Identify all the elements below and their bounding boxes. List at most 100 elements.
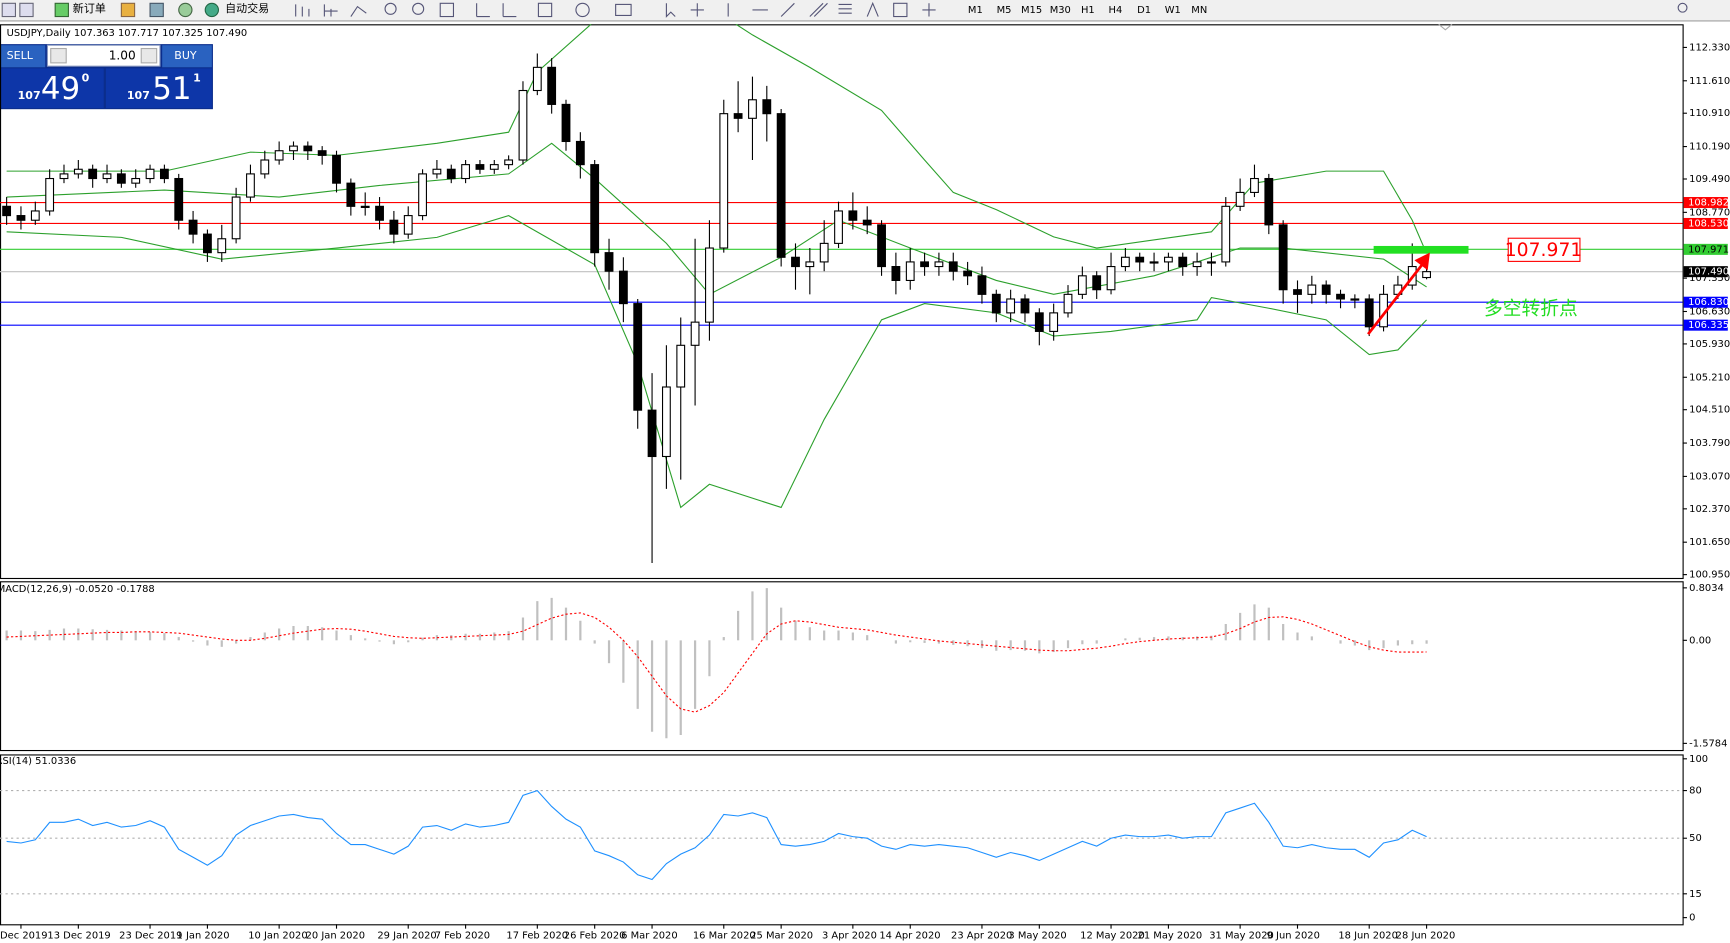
candle-body [905, 261, 915, 282]
icon[interactable] [439, 2, 455, 18]
x-tick-label: Dec 2019 [0, 930, 48, 941]
bid-pips: 49 [41, 71, 80, 107]
icon-auto[interactable] [204, 2, 220, 18]
icon[interactable] [476, 3, 490, 18]
price-level-box [1683, 243, 1728, 255]
timeframe-button[interactable]: H4 [1109, 5, 1123, 16]
candle-body [618, 270, 628, 305]
auto-trading-button[interactable]: 自动交易 [225, 1, 269, 15]
y-tick-label: 111.610 [1689, 76, 1730, 87]
icon[interactable] [149, 2, 164, 18]
ask-big: 107 [127, 89, 150, 102]
timeframe-button[interactable]: M5 [997, 5, 1012, 16]
toolbar: 新订单 自动交易 M1 M5 M15 M30 H1 H4 D1 W1 MN [0, 0, 1730, 22]
sell-price[interactable] [1, 68, 104, 109]
candle-body [1063, 293, 1073, 314]
candle-body [1120, 256, 1130, 268]
timeframe-button[interactable]: M15 [1021, 5, 1042, 16]
candle-body [360, 205, 370, 208]
icon[interactable] [323, 4, 338, 17]
macd-frame [0, 581, 1684, 752]
annotation-price: 107.971 [1505, 240, 1583, 261]
ask-pips: 51 [152, 71, 191, 107]
x-tick-label: 20 Jan 2020 [306, 930, 365, 941]
icon[interactable] [922, 3, 936, 17]
icon[interactable] [502, 3, 517, 18]
timeframe-button[interactable]: MN [1191, 5, 1207, 16]
icon[interactable] [615, 3, 632, 16]
icon[interactable] [665, 3, 676, 18]
timeframe-button[interactable]: H1 [1081, 5, 1095, 16]
timeframe-button[interactable]: D1 [1137, 5, 1151, 16]
icon[interactable] [350, 5, 367, 17]
candle-body [805, 261, 815, 268]
candle-body [705, 247, 714, 323]
icon[interactable] [412, 2, 425, 15]
candle-body [159, 168, 169, 180]
icon[interactable] [295, 4, 310, 17]
icon[interactable] [178, 2, 193, 18]
rsi-plot [0, 789, 1683, 895]
candle-body [862, 219, 872, 226]
y-tick-label: 108.770 [1689, 207, 1730, 218]
x-tick-label: 6 Mar 2020 [621, 930, 678, 941]
y-tick-label: 105.930 [1689, 339, 1730, 350]
price-level-label: 107.971 [1688, 244, 1729, 255]
icon[interactable] [690, 3, 704, 17]
timeframe-button[interactable]: W1 [1165, 5, 1181, 16]
y-tick-label: 110.190 [1689, 142, 1730, 153]
icon[interactable] [120, 2, 136, 18]
timeframe-button[interactable]: M1 [968, 5, 983, 16]
candle-body [1092, 275, 1102, 291]
candle-body [131, 177, 141, 184]
x-tick-label: 3 May 2020 [1008, 930, 1066, 941]
candle-body [1106, 265, 1116, 291]
icon-search[interactable] [1677, 2, 1688, 13]
buy-button[interactable] [162, 45, 212, 68]
candle-body [461, 164, 471, 180]
icon[interactable] [384, 2, 397, 15]
y-tick-label: 106.630 [1689, 306, 1730, 317]
icon[interactable] [780, 2, 795, 17]
candle-body [1077, 275, 1087, 295]
candle-body [1163, 256, 1173, 263]
candle-body [1235, 191, 1245, 207]
icon[interactable] [893, 2, 908, 18]
candle-body [676, 344, 686, 388]
icon[interactable] [575, 2, 590, 18]
price-level-label: 107.490 [1688, 267, 1729, 278]
icon[interactable] [537, 2, 553, 18]
x-tick-label: 17 Feb 2020 [506, 930, 568, 941]
lots-field[interactable] [46, 44, 161, 67]
icon[interactable] [1, 2, 16, 18]
icon[interactable] [838, 3, 852, 14]
main-plot [0, 24, 1683, 564]
timeframe-button[interactable]: M30 [1050, 5, 1071, 16]
icon-new-order[interactable] [54, 2, 69, 18]
buy-price[interactable] [105, 68, 212, 109]
price-level-box [1683, 197, 1728, 209]
candle-body [231, 196, 241, 240]
candle-body [203, 233, 212, 254]
sell-button[interactable] [1, 45, 46, 68]
x-tick-label: 29 Jan 2020 [377, 930, 436, 941]
candle-body [274, 150, 284, 161]
price-level-box [1683, 266, 1728, 278]
candle-body [1422, 271, 1432, 279]
bid-big: 107 [18, 89, 41, 102]
icon[interactable] [809, 2, 828, 17]
lots-down[interactable] [50, 47, 67, 64]
lots-up[interactable] [140, 47, 158, 64]
candle-body [1250, 177, 1259, 193]
y-tick-label: 100 [1689, 754, 1708, 765]
candle-body [418, 173, 427, 217]
shift-marker [1438, 23, 1453, 31]
price-level-label: 106.335 [1688, 320, 1729, 331]
candle-body [633, 303, 643, 411]
icon[interactable] [866, 1, 879, 17]
x-tick-label: 1 Jan 2020 [177, 930, 230, 941]
icon[interactable] [19, 2, 34, 18]
new-order-button[interactable]: 新订单 [73, 1, 106, 15]
candle-body [260, 159, 270, 175]
